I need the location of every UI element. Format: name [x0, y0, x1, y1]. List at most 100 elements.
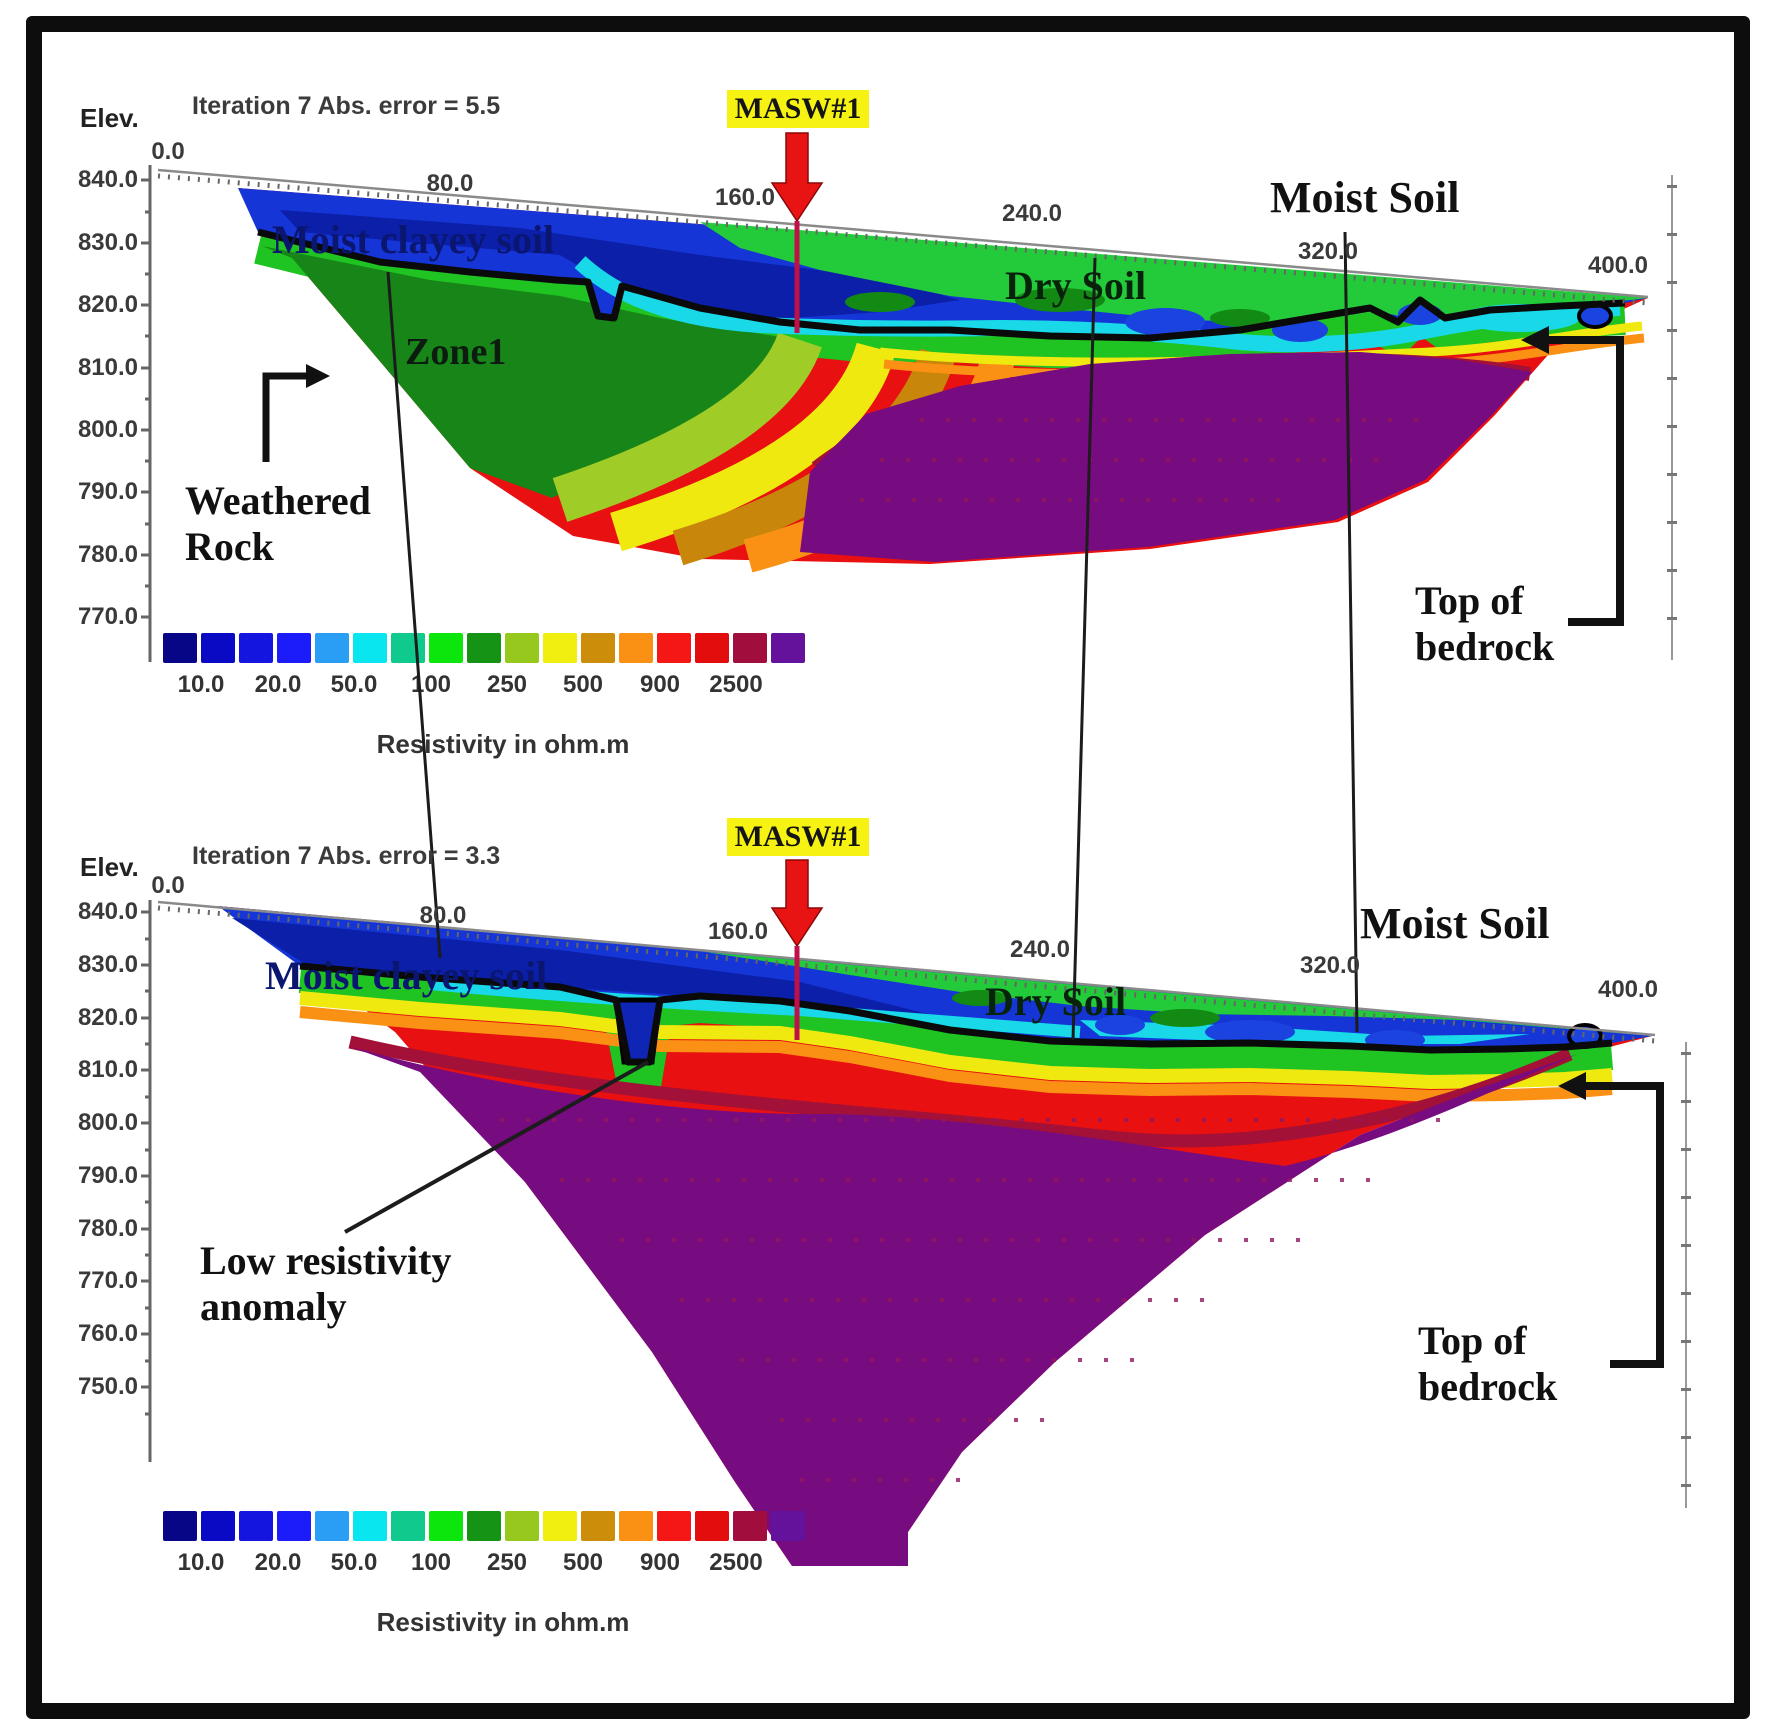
- legend-swatch: [543, 1511, 577, 1541]
- bottom-y-tick: 820.0: [77, 1004, 138, 1031]
- bottom-y-tick: 760.0: [77, 1320, 138, 1347]
- bottom-x-tick: 320.0: [1299, 952, 1361, 979]
- legend-swatch: [695, 1511, 729, 1541]
- bottom-y-tick: 840.0: [77, 898, 138, 925]
- legend-tick: 900: [639, 671, 681, 698]
- bottom-surface-hachures: [157, 905, 1656, 1044]
- weathered-rock-label: Weathered Rock: [185, 478, 371, 569]
- top-green-drysoil-region: [700, 222, 1648, 330]
- bottom-maroon-fringe: [348, 1035, 1573, 1148]
- top-band-yellow: [610, 342, 896, 552]
- legend-swatch: [543, 633, 577, 663]
- bottom-darkgreen-blob: [1150, 1009, 1220, 1027]
- bottom-y-tick: 780.0: [77, 1215, 138, 1242]
- legend-swatch: [657, 633, 691, 663]
- bottom-bedrock-arrowhead: [1558, 1072, 1586, 1100]
- bottom-purple-texture: [500, 1118, 1450, 1482]
- legend-tick: 2500: [709, 671, 763, 698]
- top-y-axis-ticks: [141, 178, 150, 619]
- bottom-section: [141, 900, 1691, 1566]
- legend-swatch: [429, 1511, 463, 1541]
- bottom-cyan-fringe: [429, 978, 1081, 1038]
- top-surface-line: [157, 168, 1649, 299]
- legend-swatch: [353, 1511, 387, 1541]
- top-elev-label: Elev.: [80, 103, 139, 133]
- bottom-x-tick: 160.0: [707, 918, 769, 945]
- colorbar-swatches: [163, 633, 863, 663]
- bottom-moist-soil-label: Moist Soil: [1360, 899, 1550, 948]
- legend-swatch: [581, 1511, 615, 1541]
- legend-tick: 20.0: [254, 671, 302, 698]
- legend-swatch: [771, 1511, 805, 1541]
- legend-tick: 250: [486, 1549, 528, 1576]
- legend-swatch: [733, 633, 767, 663]
- bottom-blue-blob: [1095, 1015, 1145, 1035]
- legend-swatch: [163, 1511, 197, 1541]
- bottom-elev-label: Elev.: [80, 852, 139, 882]
- bottom-x-tick: 0.0: [151, 872, 185, 899]
- legend-swatch: [467, 1511, 501, 1541]
- top-darkgreen-blob: [1210, 309, 1270, 327]
- bottom-dry-soil-label: Dry Soil: [985, 979, 1127, 1024]
- top-x-tick: 400.0: [1587, 252, 1649, 279]
- top-purple-texture: [860, 418, 1420, 502]
- top-y-tick: 840.0: [77, 166, 138, 193]
- legend-swatch: [315, 633, 349, 663]
- top-darkblue-region: [280, 210, 960, 320]
- low-resistivity-anomaly-label: Low resistivity anomaly: [200, 1238, 452, 1329]
- legend-swatch: [505, 633, 539, 663]
- legend-swatch: [657, 1511, 691, 1541]
- legend-caption: Resistivity in ohm.m: [376, 1607, 630, 1637]
- top-x-tick: 0.0: [151, 138, 185, 165]
- legend-swatch: [733, 1511, 767, 1541]
- bottom-blue-blob: [1205, 1020, 1295, 1044]
- bottom-x-tick: 400.0: [1597, 976, 1659, 1003]
- weathered-rock-arrow: [262, 372, 306, 462]
- bottom-y-tick: 810.0: [77, 1056, 138, 1083]
- top-bedrock-boundary-line: [257, 228, 1626, 342]
- legend-tick: 2500: [709, 1549, 763, 1576]
- masw-label-top: MASW#1: [727, 90, 869, 128]
- legend-swatch: [391, 1511, 425, 1541]
- bottom-y-tick: 800.0: [77, 1109, 138, 1136]
- colorbar-swatches: [163, 1511, 863, 1541]
- bottom-moist-clayey-soil-label: Moist clayey soil: [265, 953, 548, 998]
- legend-swatch: [505, 1511, 539, 1541]
- legend-swatch: [695, 633, 729, 663]
- legend-tick: 10.0: [177, 671, 225, 698]
- bottom-purple-core: [348, 1046, 1578, 1566]
- legend-swatch: [467, 633, 501, 663]
- anomaly-pointer-line: [344, 1060, 649, 1234]
- top-section: [141, 165, 1677, 662]
- legend-swatch: [391, 633, 425, 663]
- top-bedrock-arrowhead: [1521, 326, 1549, 354]
- legend-swatch: [771, 633, 805, 663]
- masw-label-bottom: MASW#1: [727, 818, 869, 856]
- legend-swatch: [429, 633, 463, 663]
- legend-swatch: [201, 633, 235, 663]
- bottom-y-axis-ticks: [141, 910, 150, 1416]
- legend-swatch: [239, 1511, 273, 1541]
- legend-swatch: [353, 633, 387, 663]
- top-y-tick: 820.0: [77, 291, 138, 318]
- weathered-rock-arrowhead: [306, 364, 330, 388]
- legend-swatch: [277, 1511, 311, 1541]
- legend-tick: 500: [562, 671, 604, 698]
- top-y-tick: 830.0: [77, 229, 138, 256]
- legend-swatch: [619, 1511, 653, 1541]
- top-bedrock-bracket: [1547, 336, 1624, 626]
- top-x-tick: 160.0: [714, 184, 776, 211]
- top-y-tick: 800.0: [77, 416, 138, 443]
- legend-swatch: [581, 633, 615, 663]
- legend-swatch: [239, 633, 273, 663]
- bottom-bedrock-bracket: [1584, 1082, 1664, 1368]
- correlation-line-right: [1343, 231, 1359, 1033]
- top-band-yellowgreen: [552, 331, 822, 522]
- legend-tick: 100: [410, 1549, 452, 1576]
- top-dry-soil-label: Dry Soil: [1005, 263, 1147, 308]
- top-moist-clayey-soil-label: Moist clayey soil: [272, 217, 555, 262]
- legend-swatch: [619, 633, 653, 663]
